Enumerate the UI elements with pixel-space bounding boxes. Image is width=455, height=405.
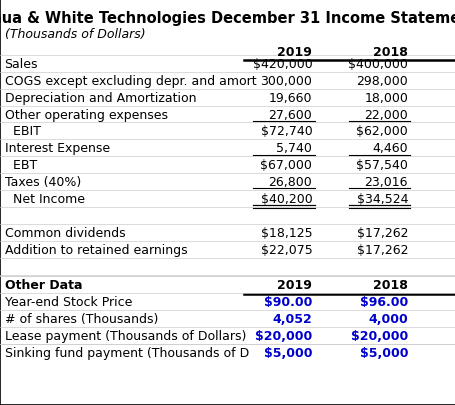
Text: Other operating expenses: Other operating expenses: [5, 108, 167, 121]
Text: Year-end Stock Price: Year-end Stock Price: [5, 296, 131, 309]
Text: 5,740: 5,740: [276, 142, 312, 155]
Text: Net Income: Net Income: [5, 193, 84, 206]
Text: $17,262: $17,262: [356, 226, 407, 239]
Text: $400,000: $400,000: [348, 58, 407, 70]
Text: Sales: Sales: [5, 58, 38, 70]
Text: $67,000: $67,000: [260, 159, 312, 172]
Text: 23,016: 23,016: [364, 176, 407, 189]
Text: $20,000: $20,000: [254, 329, 312, 342]
Text: $90.00: $90.00: [263, 296, 312, 309]
Text: 2019: 2019: [277, 46, 312, 59]
Text: Other Data: Other Data: [5, 279, 82, 292]
Text: 19,660: 19,660: [268, 92, 312, 104]
Text: Joshua & White Technologies December 31 Income Statements: Joshua & White Technologies December 31 …: [0, 11, 455, 26]
Text: Taxes (40%): Taxes (40%): [5, 176, 81, 189]
Text: Sinking fund payment (Thousands of D: Sinking fund payment (Thousands of D: [5, 346, 248, 359]
Text: 2018: 2018: [373, 279, 407, 292]
Text: $57,540: $57,540: [355, 159, 407, 172]
Text: $18,125: $18,125: [260, 226, 312, 239]
Text: $34,524: $34,524: [356, 193, 407, 206]
Text: 18,000: 18,000: [364, 92, 407, 104]
Text: $96.00: $96.00: [359, 296, 407, 309]
Text: 300,000: 300,000: [260, 75, 312, 87]
Text: $72,740: $72,740: [260, 125, 312, 138]
Text: $40,200: $40,200: [260, 193, 312, 206]
Text: # of shares (Thousands): # of shares (Thousands): [5, 312, 157, 326]
Text: Common dividends: Common dividends: [5, 226, 125, 239]
Text: $5,000: $5,000: [359, 346, 407, 359]
Text: 4,460: 4,460: [372, 142, 407, 155]
Text: 22,000: 22,000: [364, 108, 407, 121]
Text: 4,052: 4,052: [272, 312, 312, 326]
Text: $420,000: $420,000: [252, 58, 312, 70]
Text: Interest Expense: Interest Expense: [5, 142, 110, 155]
Text: Addition to retained earnings: Addition to retained earnings: [5, 243, 187, 256]
Text: 4,000: 4,000: [368, 312, 407, 326]
Text: EBT: EBT: [5, 159, 37, 172]
Text: Depreciation and Amortization: Depreciation and Amortization: [5, 92, 196, 104]
Text: $20,000: $20,000: [350, 329, 407, 342]
Text: 2019: 2019: [277, 279, 312, 292]
Text: (Thousands of Dollars): (Thousands of Dollars): [5, 28, 145, 41]
Text: $5,000: $5,000: [263, 346, 312, 359]
Text: 2018: 2018: [373, 46, 407, 59]
Text: 27,600: 27,600: [268, 108, 312, 121]
Text: 298,000: 298,000: [356, 75, 407, 87]
Text: $17,262: $17,262: [356, 243, 407, 256]
Text: $22,075: $22,075: [260, 243, 312, 256]
Text: 26,800: 26,800: [268, 176, 312, 189]
Text: EBIT: EBIT: [5, 125, 40, 138]
Text: $62,000: $62,000: [356, 125, 407, 138]
Text: COGS except excluding depr. and amort: COGS except excluding depr. and amort: [5, 75, 256, 87]
Text: Lease payment (Thousands of Dollars): Lease payment (Thousands of Dollars): [5, 329, 245, 342]
